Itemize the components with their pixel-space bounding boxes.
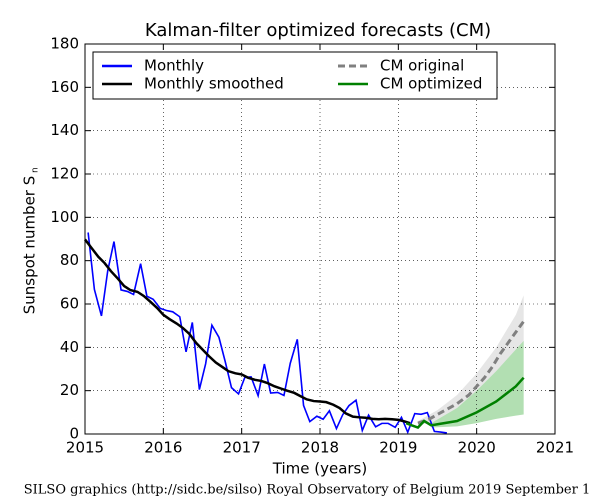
uncertainty-band [431,340,524,428]
y-tick-label: 160 [50,78,79,96]
x-tick-label: 2016 [144,439,182,457]
chart-title: Kalman-filter optimized forecasts (CM) [145,20,491,41]
y-tick-label: 0 [69,425,79,443]
y-tick-label: 60 [60,295,79,313]
x-tick-label: 2015 [66,439,104,457]
footer: SILSO graphics (http://sidc.be/silso) Ro… [24,483,591,498]
y-axis-label-subscript: n [31,167,41,173]
x-axis-label: Time (years) [272,460,367,478]
y-tick-label: 120 [50,165,79,183]
x-tick-label: 2020 [458,439,496,457]
series-line [84,238,411,425]
series-line [417,320,525,425]
y-tick-label: 100 [50,208,79,226]
legend-label: Monthly smoothed [144,75,284,93]
y-tick-label: 80 [60,251,79,269]
y-tick-label: 40 [60,338,79,356]
y-tick-label: 140 [50,121,79,139]
legend-label: Monthly [144,57,204,75]
series-line [405,376,525,429]
x-tick-label: 2017 [223,439,261,457]
legend-label: CM optimized [380,75,482,93]
series-line [87,232,448,435]
y-tick-label: 20 [60,381,79,399]
x-tick-label: 2019 [379,439,417,457]
x-tick-label: 2021 [536,439,574,457]
legend-box [92,51,498,100]
x-tick-label: 2018 [301,439,339,457]
y-axis-label: Sunspot number S [21,176,39,315]
y-axis-label-group: Sunspot number S n [21,167,41,314]
y-tick-label: 180 [50,35,79,53]
plot-frame [84,43,556,435]
legend-label: CM original [380,57,464,75]
